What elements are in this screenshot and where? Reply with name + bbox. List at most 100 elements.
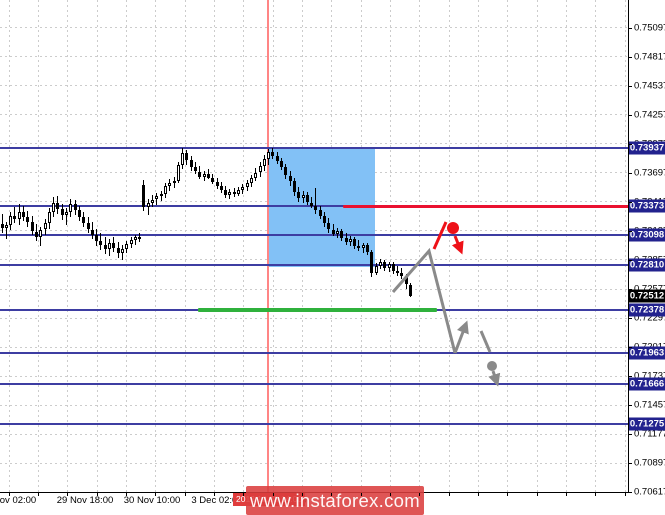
price-axis-tick <box>628 231 632 232</box>
candlestick <box>340 231 343 238</box>
price-level-tag: 0.71666 <box>629 377 665 390</box>
time-axis-tick <box>361 493 362 496</box>
candlestick <box>263 159 266 166</box>
candlestick <box>276 156 279 161</box>
candlestick <box>297 192 300 198</box>
candlestick <box>216 182 219 186</box>
v-gridline <box>67 0 68 493</box>
candlestick <box>91 230 94 235</box>
candlestick <box>52 203 55 212</box>
time-axis-tick <box>97 493 98 496</box>
candle-wick <box>161 191 162 201</box>
v-gridline <box>214 0 215 493</box>
price-level-tag: 0.73098 <box>629 228 665 242</box>
price-axis-tick <box>628 144 632 145</box>
candlestick <box>198 172 201 177</box>
candle-wick <box>66 208 67 225</box>
price-axis-label: 0.72297 <box>634 312 665 324</box>
time-axis-tick <box>625 493 626 496</box>
candlestick <box>409 285 412 296</box>
candle-wick <box>156 193 157 205</box>
candlestick <box>375 266 378 273</box>
price-level-tag: 0.73937 <box>629 141 665 155</box>
candlestick <box>1 224 4 228</box>
candlestick <box>293 181 296 192</box>
instaforex-watermark-text: www.instaforex.com <box>250 489 420 511</box>
time-axis-tick <box>419 493 420 496</box>
candlestick <box>22 212 25 217</box>
price-level-line <box>0 383 629 385</box>
candlestick <box>164 186 167 194</box>
h-gridline <box>0 85 629 86</box>
candlestick <box>280 161 283 167</box>
candlestick <box>207 174 210 178</box>
resistance-line-red <box>343 205 629 208</box>
price-axis-tick <box>628 173 632 174</box>
candlestick <box>246 183 249 187</box>
time-axis-tick <box>214 493 215 496</box>
candlestick <box>370 252 373 273</box>
time-axis-tick <box>390 493 391 496</box>
candlestick <box>99 241 102 245</box>
price-axis-tick <box>628 318 632 319</box>
time-axis-tick <box>302 493 303 496</box>
time-axis-tick <box>566 493 567 496</box>
h-gridline <box>0 434 629 435</box>
price-axis-tick <box>628 492 632 493</box>
time-axis-tick <box>507 493 508 496</box>
candlestick <box>327 223 330 229</box>
price-axis-label: 0.75097 <box>634 22 665 34</box>
v-gridline <box>537 0 538 493</box>
candlestick <box>56 203 59 209</box>
candlestick <box>134 237 137 240</box>
time-axis-label: 3 Dec 02:00 <box>191 495 243 506</box>
candlestick <box>151 200 154 203</box>
time-axis-tick <box>243 493 244 496</box>
candle-wick <box>358 240 359 251</box>
candlestick <box>5 225 8 228</box>
candlestick <box>190 160 193 167</box>
v-gridline <box>507 0 508 493</box>
candlestick <box>353 239 356 246</box>
candlestick <box>147 203 150 207</box>
price-level-tag: 0.72810 <box>629 258 665 272</box>
candlestick <box>35 232 38 237</box>
candlestick <box>211 178 214 182</box>
candlestick <box>228 192 231 195</box>
candlestick <box>289 176 292 181</box>
candlestick <box>138 237 141 239</box>
v-gridline <box>566 0 567 493</box>
candle-wick <box>311 197 312 208</box>
candlestick <box>271 152 274 156</box>
chart-plot-area[interactable] <box>0 0 629 493</box>
price-axis-tick <box>628 289 632 290</box>
crosshair-vline <box>267 0 269 493</box>
time-axis-label: 30 Nov 10:00 <box>123 495 181 506</box>
price-axis-label: 0.71737 <box>634 371 665 382</box>
price-axis-label: 0.74537 <box>634 80 665 92</box>
candlestick <box>250 178 253 183</box>
candle-wick <box>363 243 364 253</box>
h-gridline <box>0 347 629 348</box>
candlestick <box>74 204 77 210</box>
candlestick <box>9 216 12 225</box>
price-axis-tick <box>628 260 632 261</box>
candlestick <box>220 186 223 190</box>
candlestick <box>379 262 382 266</box>
candlestick <box>69 204 72 212</box>
candlestick <box>241 187 244 190</box>
v-gridline <box>155 0 156 493</box>
candlestick <box>323 216 326 223</box>
time-axis-tick <box>67 493 68 496</box>
candle-wick <box>148 199 149 215</box>
h-gridline <box>0 56 629 57</box>
candlestick <box>405 276 408 284</box>
time-axis-tick <box>9 493 10 496</box>
candlestick <box>125 244 128 249</box>
candlestick <box>362 245 365 248</box>
price-level-line <box>0 264 629 266</box>
candlestick <box>112 243 115 248</box>
support-line-green <box>198 308 437 312</box>
time-axis-tick <box>537 493 538 496</box>
